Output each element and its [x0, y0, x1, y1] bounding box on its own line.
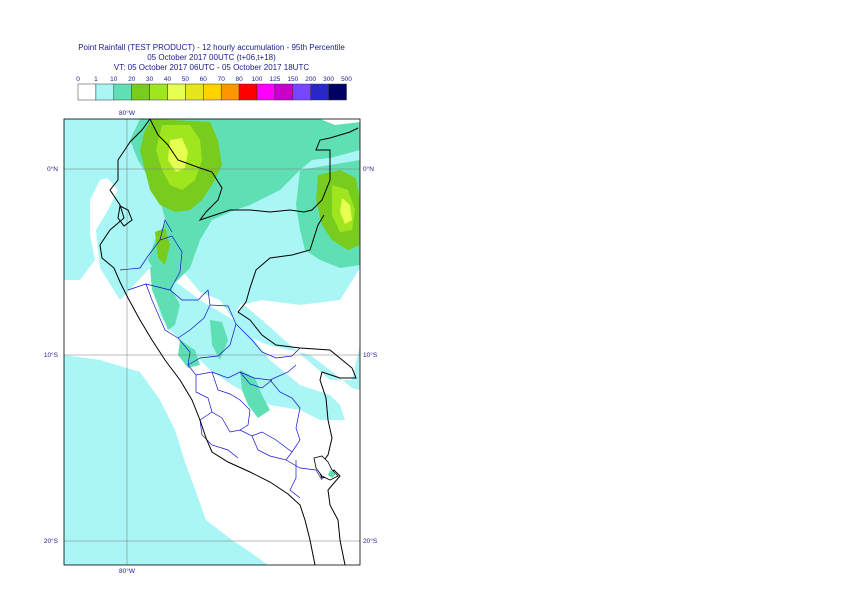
rainfall-1-10-areas: [64, 119, 360, 565]
lat-label-right-10s: 10°S: [363, 351, 378, 359]
lake-titicaca: [313, 455, 339, 481]
rainfall-20-40-areas: [140, 119, 360, 265]
legend-threshold-label: 80: [235, 76, 243, 83]
map-frame: [63, 118, 361, 566]
legend-colour-box: [328, 83, 347, 101]
map-title-line-3: VT: 05 October 2017 06UTC - 05 October 2…: [113, 63, 310, 72]
lon-label-top: 80°W: [119, 109, 136, 117]
lon-label-bottom: 80°W: [119, 567, 136, 575]
legend-threshold-label: 100: [252, 76, 263, 83]
legend-threshold-label: 1: [94, 76, 98, 83]
legend-threshold-label: 70: [218, 76, 226, 83]
legend-threshold-label: 0: [76, 76, 80, 83]
colour-legend: 0 1 10 20 30 40 50 60 70 80 100 125 150 200 300 500: [76, 76, 352, 101]
lat-label-left-20s: 20°S: [44, 537, 59, 545]
map-content: [64, 119, 360, 565]
lat-label-right-20s: 20°S: [363, 537, 378, 545]
map-title-line-2: 05 October 2017 00UTC (t+06,t+18): [147, 53, 276, 62]
legend-threshold-label: 50: [182, 76, 190, 83]
legend-threshold-label: 200: [305, 76, 316, 83]
department-boundaries: [119, 219, 323, 499]
legend-threshold-label: 10: [110, 76, 118, 83]
lat-label-left-10s: 10°S: [44, 351, 59, 359]
legend-threshold-label: 60: [200, 76, 208, 83]
legend-threshold-label: 150: [287, 76, 298, 83]
lat-label-right-0: 0°N: [363, 165, 374, 173]
legend-threshold-label: 300: [323, 76, 334, 83]
map-title-line-1: Point Rainfall (TEST PRODUCT) - 12 hourl…: [78, 43, 345, 52]
legend-threshold-label: 30: [146, 76, 154, 83]
coastline-and-borders: [99, 119, 359, 565]
lat-label-left-0: 0°N: [47, 165, 58, 173]
legend-threshold-label: 125: [269, 76, 280, 83]
legend-threshold-label: 500: [341, 76, 352, 83]
legend-threshold-label: 20: [128, 76, 136, 83]
legend-threshold-label: 40: [164, 76, 172, 83]
